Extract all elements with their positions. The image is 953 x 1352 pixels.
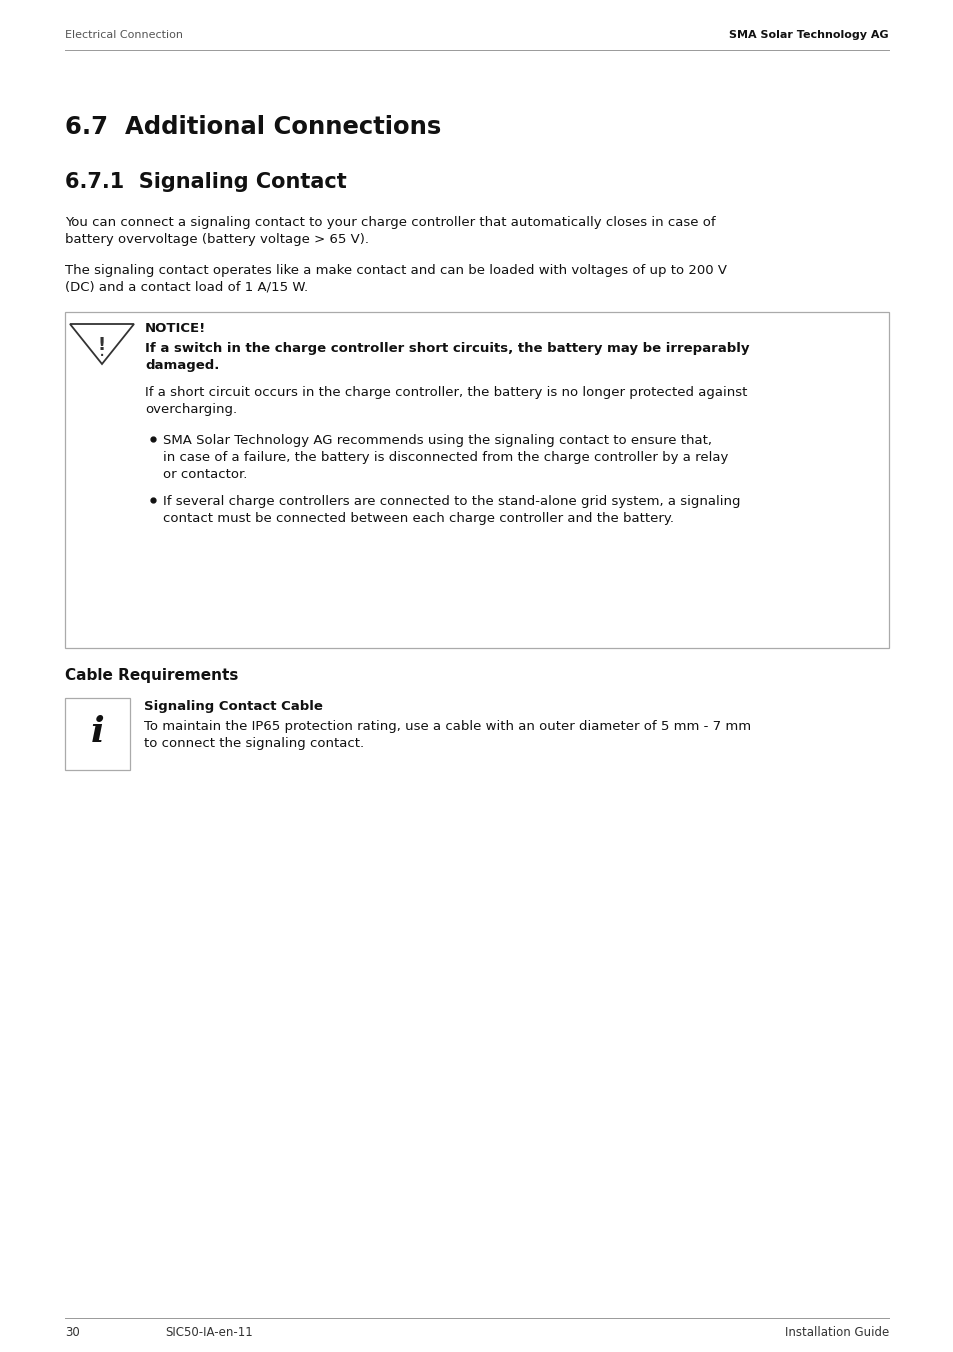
Text: (DC) and a contact load of 1 A/15 W.: (DC) and a contact load of 1 A/15 W. xyxy=(65,281,308,293)
Text: Signaling Contact Cable: Signaling Contact Cable xyxy=(144,700,322,713)
Text: If a short circuit occurs in the charge controller, the battery is no longer pro: If a short circuit occurs in the charge … xyxy=(145,387,746,399)
Text: damaged.: damaged. xyxy=(145,360,219,372)
Text: To maintain the IP65 protection rating, use a cable with an outer diameter of 5 : To maintain the IP65 protection rating, … xyxy=(144,721,750,733)
FancyBboxPatch shape xyxy=(65,312,888,648)
Text: Cable Requirements: Cable Requirements xyxy=(65,668,238,683)
Text: contact must be connected between each charge controller and the battery.: contact must be connected between each c… xyxy=(163,512,673,525)
Text: or contactor.: or contactor. xyxy=(163,468,247,481)
Text: in case of a failure, the battery is disconnected from the charge controller by : in case of a failure, the battery is dis… xyxy=(163,452,727,464)
Text: SIC50-IA-en-11: SIC50-IA-en-11 xyxy=(165,1326,253,1338)
Text: The signaling contact operates like a make contact and can be loaded with voltag: The signaling contact operates like a ma… xyxy=(65,264,726,277)
Text: !: ! xyxy=(98,335,106,354)
Text: 30: 30 xyxy=(65,1326,80,1338)
Text: ·: · xyxy=(99,347,105,366)
Text: SMA Solar Technology AG: SMA Solar Technology AG xyxy=(729,30,888,41)
Text: Installation Guide: Installation Guide xyxy=(784,1326,888,1338)
Text: 6.7.1  Signaling Contact: 6.7.1 Signaling Contact xyxy=(65,172,346,192)
Text: 6.7  Additional Connections: 6.7 Additional Connections xyxy=(65,115,441,139)
Text: to connect the signaling contact.: to connect the signaling contact. xyxy=(144,737,364,750)
Text: If several charge controllers are connected to the stand-alone grid system, a si: If several charge controllers are connec… xyxy=(163,495,740,508)
Text: i: i xyxy=(91,715,104,749)
Text: SMA Solar Technology AG recommends using the signaling contact to ensure that,: SMA Solar Technology AG recommends using… xyxy=(163,434,711,448)
Text: Electrical Connection: Electrical Connection xyxy=(65,30,183,41)
Text: overcharging.: overcharging. xyxy=(145,403,237,416)
Text: battery overvoltage (battery voltage > 65 V).: battery overvoltage (battery voltage > 6… xyxy=(65,233,369,246)
FancyBboxPatch shape xyxy=(65,698,130,771)
Text: NOTICE!: NOTICE! xyxy=(145,322,206,335)
Text: If a switch in the charge controller short circuits, the battery may be irrepara: If a switch in the charge controller sho… xyxy=(145,342,749,356)
Text: You can connect a signaling contact to your charge controller that automatically: You can connect a signaling contact to y… xyxy=(65,216,715,228)
